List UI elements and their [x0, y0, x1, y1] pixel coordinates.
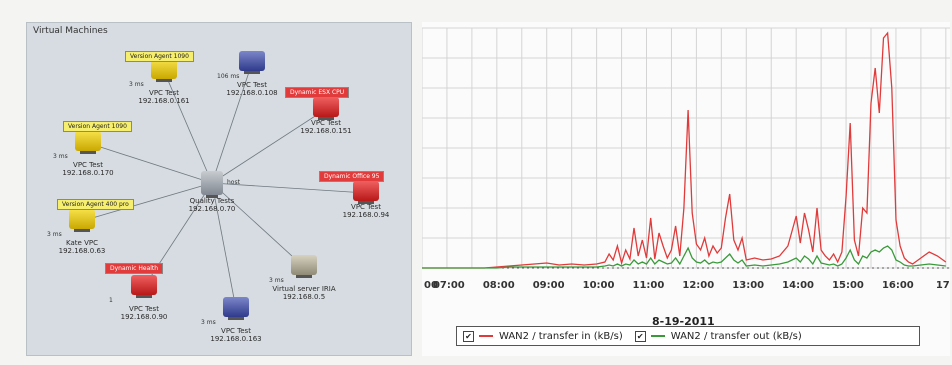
vm-icon	[313, 97, 339, 120]
vm-node[interactable]: 3 ms VPC Test 192.168.0.161	[125, 59, 203, 105]
panel-title: Virtual Machines	[33, 26, 108, 36]
node-ip: 192.168.0.163	[210, 335, 262, 343]
traffic-chart-panel: 00 07:00 08:00 09:00 10:00 11:00 12:00 13:00 14:…	[422, 22, 950, 356]
x-tick-label: 00	[424, 280, 438, 291]
node-name: VPC Test	[311, 119, 341, 127]
node-name: VPC Test	[129, 305, 159, 313]
vm-status-tag: Dynamic Health	[105, 263, 164, 274]
network-link	[211, 108, 327, 184]
x-tick-label: 15:00	[832, 280, 864, 291]
legend-swatch-out	[650, 335, 665, 337]
node-ip: 192.168.0.63	[58, 247, 106, 255]
node-ip: 192.168.0.70	[188, 205, 236, 213]
vm-node[interactable]: 3 ms VPC Test 192.168.0.163	[197, 297, 275, 343]
legend-item-transfer-out[interactable]: ✔ WAN2 / transfer out (kB/s)	[634, 330, 802, 342]
x-tick-label: 13:00	[732, 280, 764, 291]
vm-icon	[151, 59, 177, 82]
network-link	[163, 70, 213, 184]
x-tick-label: 09:00	[533, 280, 565, 291]
vm-icon	[131, 275, 157, 298]
legend-label-in: WAN2 / transfer in (kB/s)	[499, 330, 623, 342]
node-name: VPC Test	[149, 89, 179, 97]
network-link	[81, 182, 213, 222]
node-name: VPC Test	[237, 81, 267, 89]
vm-icon	[291, 255, 317, 278]
vm-status-tag: Version Agent 1090	[63, 121, 132, 132]
vm-node[interactable]: VPC Test 192.168.0.94	[327, 181, 405, 219]
x-tick-label: 07:00	[433, 280, 465, 291]
node-ip: 192.168.0.151	[300, 127, 352, 135]
node-ip: 192.168.0.5	[282, 293, 326, 301]
x-tick-label: 12:00	[682, 280, 714, 291]
x-tick-label: 08:00	[483, 280, 515, 291]
legend-item-transfer-in[interactable]: ✔ WAN2 / transfer in (kB/s)	[463, 330, 623, 342]
node-name: VPC Test	[73, 161, 103, 169]
node-mini-label: 3 ms	[47, 231, 62, 238]
node-ip: 192.168.0.161	[138, 97, 190, 105]
vm-status-tag: Version Agent 400 pro	[57, 199, 134, 210]
vm-icon	[223, 297, 249, 320]
node-name: Kate VPC	[66, 239, 98, 247]
node-name: Quality Tests	[189, 197, 235, 205]
x-tick-label: 11:00	[633, 280, 665, 291]
network-link	[87, 142, 213, 184]
node-ip: 192.168.0.170	[62, 169, 114, 177]
vm-status-tag: Version Agent 1090	[125, 51, 194, 62]
node-mini-label: 1	[109, 297, 113, 304]
vm-node[interactable]: VPC Test 192.168.0.151	[287, 97, 365, 135]
legend-checkbox-out[interactable]: ✔	[634, 330, 646, 342]
vm-node[interactable]: 3 ms VPC Test 192.168.0.170	[49, 131, 127, 177]
legend-label-out: WAN2 / transfer out (kB/s)	[670, 330, 802, 342]
x-tick-label: 17:	[936, 280, 950, 291]
network-link	[211, 182, 367, 194]
node-ip: 192.168.0.90	[120, 313, 168, 321]
node-name: VPC Test	[221, 327, 251, 335]
node-name: Virtual server IRIA	[272, 285, 336, 293]
x-tick-label: 14:00	[782, 280, 814, 291]
center-host-node[interactable]: host Quality Tests 192.168.0.70	[177, 171, 247, 213]
series-line-transfer-out	[422, 245, 946, 269]
network-links	[81, 62, 367, 310]
vm-status-tag: Dynamic ESX CPU	[285, 87, 350, 98]
node-ip: 192.168.0.108	[226, 89, 278, 97]
vm-node[interactable]: 106 ms VPC Test 192.168.0.108	[213, 51, 291, 97]
legend-swatch-in	[479, 335, 493, 337]
node-name: VPC Test	[351, 203, 381, 211]
vm-node[interactable]: 1 VPC Test 192.168.0.90	[105, 275, 183, 321]
virtual-machines-panel: Virtual Machines host Quality Tests 192.…	[26, 22, 412, 356]
node-ip: 192.168.0.94	[342, 211, 390, 219]
vm-icon	[353, 181, 379, 204]
node-mini-label: host	[227, 179, 240, 186]
node-mini-label: 3 ms	[53, 153, 68, 160]
vm-node[interactable]: 3 ms Virtual server IRIA 192.168.0.5	[265, 255, 343, 301]
x-tick-label: 10:00	[583, 280, 615, 291]
vm-icon	[69, 209, 95, 232]
network-link	[211, 182, 305, 268]
chart-legend: ✔ WAN2 / transfer in (kB/s) ✔ WAN2 / tra…	[456, 326, 920, 346]
vm-icon	[75, 131, 101, 154]
network-link	[211, 182, 237, 310]
legend-checkbox-in[interactable]: ✔	[463, 330, 474, 342]
node-mini-label: 3 ms	[201, 319, 216, 326]
series-line-transfer-in	[422, 31, 947, 269]
network-link	[211, 62, 253, 184]
vm-status-tag: Dynamic Office 95	[319, 171, 385, 182]
x-axis-date-label: 8-19-2011	[652, 315, 715, 328]
node-mini-label: 3 ms	[269, 277, 284, 284]
node-mini-label: 106 ms	[217, 73, 240, 80]
node-mini-label: 3 ms	[129, 81, 144, 88]
x-tick-label: 16:00	[882, 280, 914, 291]
vm-icon	[239, 51, 265, 74]
server-icon	[201, 171, 223, 198]
vm-node[interactable]: 3 ms Kate VPC 192.168.0.63	[43, 209, 121, 255]
